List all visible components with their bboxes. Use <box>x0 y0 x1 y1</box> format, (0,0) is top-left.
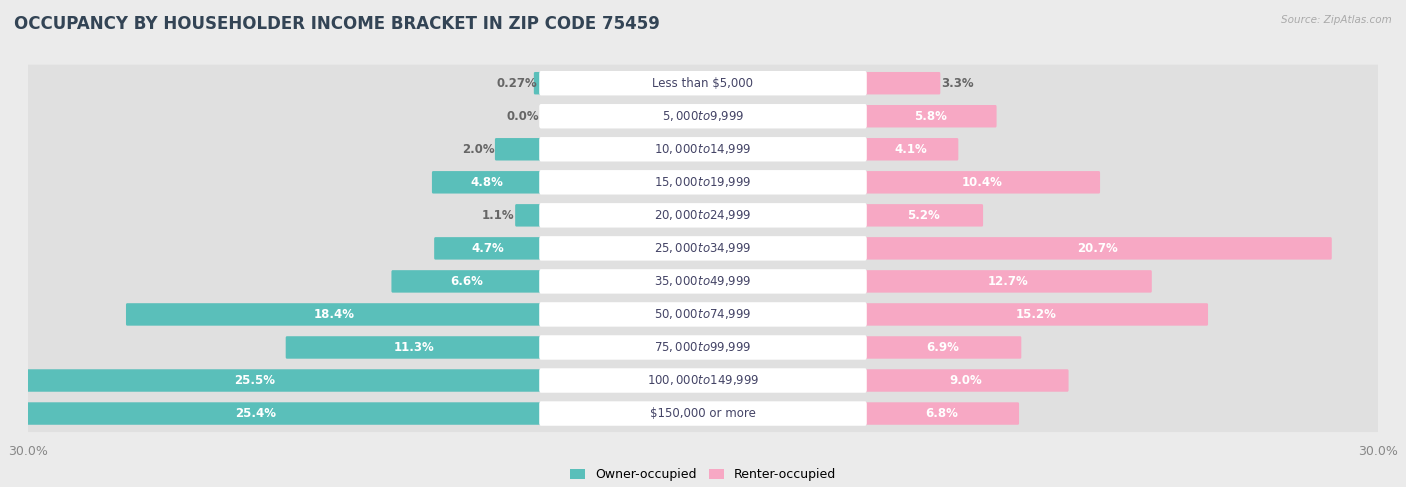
Text: 0.0%: 0.0% <box>506 110 540 123</box>
Text: 9.0%: 9.0% <box>950 374 983 387</box>
Text: 5.2%: 5.2% <box>907 209 939 222</box>
Text: 2.0%: 2.0% <box>461 143 495 156</box>
Text: 6.6%: 6.6% <box>450 275 484 288</box>
FancyBboxPatch shape <box>863 171 1099 193</box>
Text: $15,000 to $19,999: $15,000 to $19,999 <box>654 175 752 189</box>
FancyBboxPatch shape <box>534 72 543 94</box>
FancyBboxPatch shape <box>515 204 543 226</box>
FancyBboxPatch shape <box>863 402 1019 425</box>
FancyBboxPatch shape <box>540 368 866 393</box>
Text: $100,000 to $149,999: $100,000 to $149,999 <box>647 374 759 388</box>
Text: 4.8%: 4.8% <box>471 176 503 189</box>
FancyBboxPatch shape <box>540 269 866 294</box>
Text: $25,000 to $34,999: $25,000 to $34,999 <box>654 242 752 255</box>
FancyBboxPatch shape <box>20 65 1386 102</box>
FancyBboxPatch shape <box>863 237 1331 260</box>
FancyBboxPatch shape <box>285 336 543 359</box>
Text: 18.4%: 18.4% <box>314 308 354 321</box>
FancyBboxPatch shape <box>20 296 1386 333</box>
FancyBboxPatch shape <box>20 164 1386 201</box>
FancyBboxPatch shape <box>20 329 1386 366</box>
Text: 3.3%: 3.3% <box>941 77 973 90</box>
FancyBboxPatch shape <box>20 131 1386 168</box>
FancyBboxPatch shape <box>540 401 866 426</box>
FancyBboxPatch shape <box>540 170 866 194</box>
Text: 10.4%: 10.4% <box>962 176 1002 189</box>
FancyBboxPatch shape <box>540 71 866 95</box>
Text: 12.7%: 12.7% <box>987 275 1028 288</box>
FancyBboxPatch shape <box>863 204 983 226</box>
Text: 0.27%: 0.27% <box>496 77 537 90</box>
FancyBboxPatch shape <box>434 237 543 260</box>
FancyBboxPatch shape <box>863 336 1021 359</box>
FancyBboxPatch shape <box>127 303 543 326</box>
FancyBboxPatch shape <box>863 369 1069 392</box>
Text: 4.7%: 4.7% <box>472 242 505 255</box>
Text: $50,000 to $74,999: $50,000 to $74,999 <box>654 307 752 321</box>
FancyBboxPatch shape <box>0 369 543 392</box>
Text: Less than $5,000: Less than $5,000 <box>652 77 754 90</box>
Text: OCCUPANCY BY HOUSEHOLDER INCOME BRACKET IN ZIP CODE 75459: OCCUPANCY BY HOUSEHOLDER INCOME BRACKET … <box>14 15 659 33</box>
Text: $20,000 to $24,999: $20,000 to $24,999 <box>654 208 752 223</box>
FancyBboxPatch shape <box>863 72 941 94</box>
Text: 11.3%: 11.3% <box>394 341 434 354</box>
FancyBboxPatch shape <box>863 303 1208 326</box>
FancyBboxPatch shape <box>495 138 543 161</box>
Text: $75,000 to $99,999: $75,000 to $99,999 <box>654 340 752 355</box>
Legend: Owner-occupied, Renter-occupied: Owner-occupied, Renter-occupied <box>569 468 837 482</box>
Text: 15.2%: 15.2% <box>1015 308 1056 321</box>
Text: $35,000 to $49,999: $35,000 to $49,999 <box>654 274 752 288</box>
Text: 6.9%: 6.9% <box>927 341 959 354</box>
FancyBboxPatch shape <box>391 270 543 293</box>
FancyBboxPatch shape <box>20 230 1386 267</box>
FancyBboxPatch shape <box>863 138 959 161</box>
Text: 20.7%: 20.7% <box>1077 242 1118 255</box>
FancyBboxPatch shape <box>20 197 1386 234</box>
Text: 4.1%: 4.1% <box>894 143 928 156</box>
FancyBboxPatch shape <box>540 236 866 261</box>
FancyBboxPatch shape <box>540 137 866 162</box>
FancyBboxPatch shape <box>540 335 866 360</box>
Text: 5.8%: 5.8% <box>914 110 946 123</box>
FancyBboxPatch shape <box>20 395 1386 432</box>
Text: $150,000 or more: $150,000 or more <box>650 407 756 420</box>
FancyBboxPatch shape <box>863 270 1152 293</box>
Text: $10,000 to $14,999: $10,000 to $14,999 <box>654 142 752 156</box>
FancyBboxPatch shape <box>432 171 543 193</box>
Text: 25.5%: 25.5% <box>233 374 274 387</box>
FancyBboxPatch shape <box>20 362 1386 399</box>
Text: 1.1%: 1.1% <box>482 209 515 222</box>
Text: 6.8%: 6.8% <box>925 407 957 420</box>
FancyBboxPatch shape <box>540 203 866 227</box>
Text: 25.4%: 25.4% <box>235 407 276 420</box>
FancyBboxPatch shape <box>0 402 543 425</box>
FancyBboxPatch shape <box>540 104 866 129</box>
Text: Source: ZipAtlas.com: Source: ZipAtlas.com <box>1281 15 1392 25</box>
FancyBboxPatch shape <box>540 302 866 327</box>
FancyBboxPatch shape <box>20 263 1386 300</box>
FancyBboxPatch shape <box>863 105 997 128</box>
FancyBboxPatch shape <box>20 98 1386 135</box>
Text: $5,000 to $9,999: $5,000 to $9,999 <box>662 109 744 123</box>
